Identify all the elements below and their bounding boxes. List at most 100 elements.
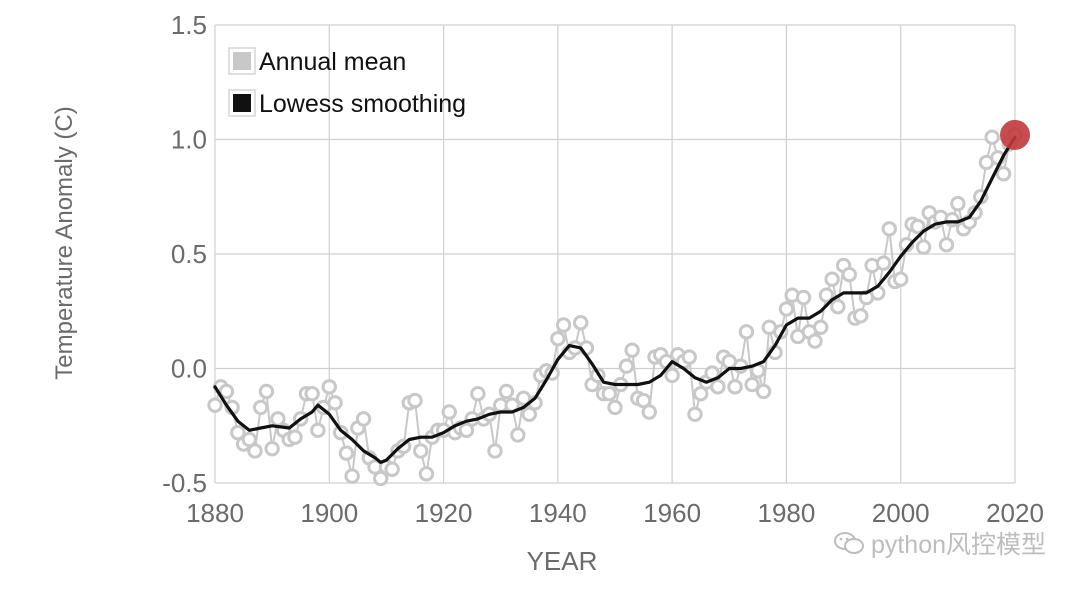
annual-mean-point[interactable] xyxy=(338,445,355,461)
legend-label-annual-mean: Annual mean xyxy=(259,48,406,76)
annual-mean-point[interactable] xyxy=(778,301,795,317)
y-tick-label: -0.5 xyxy=(162,468,207,498)
annual-mean-point[interactable] xyxy=(304,385,320,402)
annual-mean-point[interactable] xyxy=(521,406,537,422)
watermark: python风控模型 xyxy=(833,525,1046,561)
legend-swatch-lowess-fill xyxy=(233,94,251,112)
legend-item-annual-mean[interactable]: Annual mean xyxy=(228,47,406,76)
grid-lines xyxy=(214,24,1016,484)
annual-mean-point[interactable] xyxy=(413,443,429,459)
annual-mean-point[interactable] xyxy=(710,379,726,395)
x-tick-label: 1940 xyxy=(529,498,587,528)
annual-mean-point[interactable] xyxy=(253,399,269,416)
annual-mean-point[interactable] xyxy=(310,422,326,439)
annual-mean-point[interactable] xyxy=(910,218,926,235)
annual-mean-point[interactable] xyxy=(938,237,955,253)
annual-mean-point[interactable] xyxy=(807,333,823,349)
y-axis-title: Temperature Anomaly (C) xyxy=(51,106,78,379)
annual-mean-point[interactable] xyxy=(818,287,835,303)
annual-mean-point[interactable] xyxy=(458,422,475,439)
annual-mean-point[interactable] xyxy=(687,406,703,422)
annual-mean-point[interactable] xyxy=(813,319,829,335)
annual-mean-point[interactable] xyxy=(258,383,275,400)
annual-mean-point[interactable] xyxy=(384,461,400,477)
annual-mean-point[interactable] xyxy=(984,129,1000,145)
annual-mean-point[interactable] xyxy=(287,429,303,445)
x-tick-label: 1880 xyxy=(186,498,244,528)
annual-mean-point[interactable] xyxy=(241,431,257,448)
x-tick-label: 1960 xyxy=(643,498,701,528)
annual-mean-point[interactable] xyxy=(618,358,635,374)
annual-mean-point[interactable] xyxy=(327,395,343,411)
y-tick-label: 1.0 xyxy=(171,125,207,155)
x-tick-label: 2020 xyxy=(986,498,1044,528)
annual-mean-point[interactable] xyxy=(555,317,572,333)
annual-mean-point[interactable] xyxy=(264,440,280,457)
annual-mean-point[interactable] xyxy=(218,383,235,400)
annual-mean-point[interactable] xyxy=(893,271,909,287)
annual-mean-point[interactable] xyxy=(344,468,360,484)
annual-mean-point[interactable] xyxy=(824,271,840,287)
annual-mean-point[interactable] xyxy=(607,399,623,416)
watermark-text: python风控模型 xyxy=(870,531,1046,559)
annual-mean-point[interactable] xyxy=(830,298,846,315)
annual-mean-point[interactable] xyxy=(915,239,932,255)
annual-mean-point[interactable] xyxy=(727,379,743,395)
annual-mean-point[interactable] xyxy=(355,411,372,427)
annual-mean-point[interactable] xyxy=(407,392,423,409)
annual-mean-point[interactable] xyxy=(321,379,337,395)
annual-mean-point[interactable] xyxy=(744,376,760,393)
latest-value-highlight xyxy=(1000,119,1030,150)
annual-mean-point[interactable] xyxy=(573,315,589,331)
annual-mean-point[interactable] xyxy=(795,289,812,306)
y-tick-label: 1.5 xyxy=(171,10,207,40)
x-axis-ticks: 1880 1900 1920 1940 1960 1980 2000 2020 xyxy=(186,498,1044,528)
annual-mean-line xyxy=(214,134,1016,481)
annual-mean-point[interactable] xyxy=(944,211,960,228)
annual-mean-point[interactable] xyxy=(664,367,680,384)
annual-mean-point[interactable] xyxy=(755,383,772,400)
annual-mean-point[interactable] xyxy=(601,385,617,402)
annual-mean-point[interactable] xyxy=(853,308,869,324)
annual-mean-point[interactable] xyxy=(333,424,349,441)
annual-mean-point[interactable] xyxy=(230,424,246,441)
annual-mean-point[interactable] xyxy=(550,331,566,347)
lowess-series xyxy=(213,135,1017,464)
legend-label-lowess: Lowess smoothing xyxy=(259,90,466,118)
annual-mean-point[interactable] xyxy=(641,404,657,420)
annual-mean-point[interactable] xyxy=(881,221,897,237)
annual-mean-point[interactable] xyxy=(875,255,892,271)
latest-point-marker[interactable] xyxy=(1000,119,1030,150)
annual-mean-point[interactable] xyxy=(247,443,263,459)
annual-mean-series xyxy=(207,127,1023,487)
annual-mean-point[interactable] xyxy=(693,385,709,402)
lowess-line xyxy=(213,135,1017,464)
legend: Annual mean Lowess smoothing xyxy=(228,47,466,118)
annual-mean-point[interactable] xyxy=(510,427,526,443)
annual-mean-point[interactable] xyxy=(207,397,223,413)
annual-mean-point[interactable] xyxy=(635,392,652,409)
x-tick-label: 1920 xyxy=(415,498,473,528)
x-tick-label: 1980 xyxy=(758,498,816,528)
annual-mean-point[interactable] xyxy=(441,404,457,420)
annual-mean-point[interactable] xyxy=(418,466,435,482)
annual-mean-point[interactable] xyxy=(498,383,515,400)
legend-swatch-annual-mean-fill xyxy=(233,52,251,70)
annual-mean-point[interactable] xyxy=(681,349,697,365)
x-tick-label: 2000 xyxy=(872,498,930,528)
wechat-icon xyxy=(833,532,864,554)
annual-mean-point[interactable] xyxy=(470,385,486,402)
legend-item-lowess[interactable]: Lowess smoothing xyxy=(228,89,466,118)
x-axis-title: YEAR xyxy=(527,546,598,576)
annual-mean-point[interactable] xyxy=(487,443,503,459)
annual-mean-point[interactable] xyxy=(841,266,857,283)
annual-mean-point[interactable] xyxy=(738,324,755,340)
y-tick-label: 0.0 xyxy=(171,354,207,384)
annual-mean-point[interactable] xyxy=(995,166,1012,182)
annual-mean-point[interactable] xyxy=(624,342,640,358)
y-tick-label: 0.5 xyxy=(171,239,207,269)
x-tick-label: 1900 xyxy=(300,498,358,528)
annual-mean-point[interactable] xyxy=(373,470,389,487)
annual-mean-point[interactable] xyxy=(950,195,966,212)
